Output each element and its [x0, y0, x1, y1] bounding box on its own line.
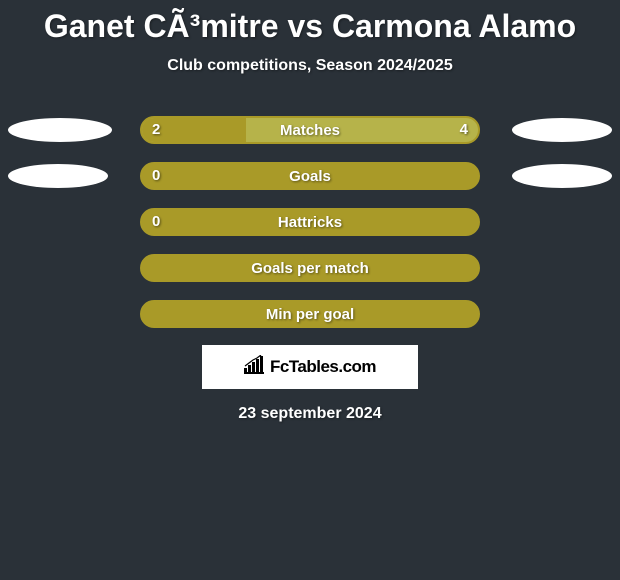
stat-pill: Goals0: [140, 162, 480, 190]
pill-label: Min per goal: [142, 306, 478, 323]
pill-value-left: 0: [152, 213, 160, 230]
stat-row: Hattricks0: [0, 207, 620, 237]
stat-row: Matches2 4: [0, 115, 620, 145]
stat-pill: Min per goal: [140, 300, 480, 328]
pill-value-left: 0: [152, 167, 160, 184]
pill-value-left: 2: [152, 121, 160, 138]
bubble-left: [8, 118, 112, 142]
pill-value-right: 4: [460, 121, 468, 138]
stat-pill: Goals per match: [140, 254, 480, 282]
bubble-right: [512, 164, 612, 188]
stat-row: Min per goal: [0, 299, 620, 329]
stat-pill: Hattricks0: [140, 208, 480, 236]
brand-box: FcTables.com: [202, 345, 418, 389]
stat-row: Goals0: [0, 161, 620, 191]
pill-label: Goals: [142, 168, 478, 185]
stat-pill: Matches2 4: [140, 116, 480, 144]
pill-label: Hattricks: [142, 214, 478, 231]
brand-text: FcTables.com: [270, 357, 376, 377]
page-subtitle: Club competitions, Season 2024/2025: [0, 57, 620, 75]
pill-label: Goals per match: [142, 260, 478, 277]
date-line: 23 september 2024: [0, 405, 620, 423]
pill-label: Matches: [142, 122, 478, 139]
page-title: Ganet CÃ³mitre vs Carmona Alamo: [0, 0, 620, 51]
stat-rows: Matches24Goals0Hattricks0Goals per match…: [0, 115, 620, 329]
bubble-left: [8, 164, 108, 188]
stat-row: Goals per match: [0, 253, 620, 283]
brand-chart-icon: [244, 355, 266, 380]
bubble-right: [512, 118, 612, 142]
